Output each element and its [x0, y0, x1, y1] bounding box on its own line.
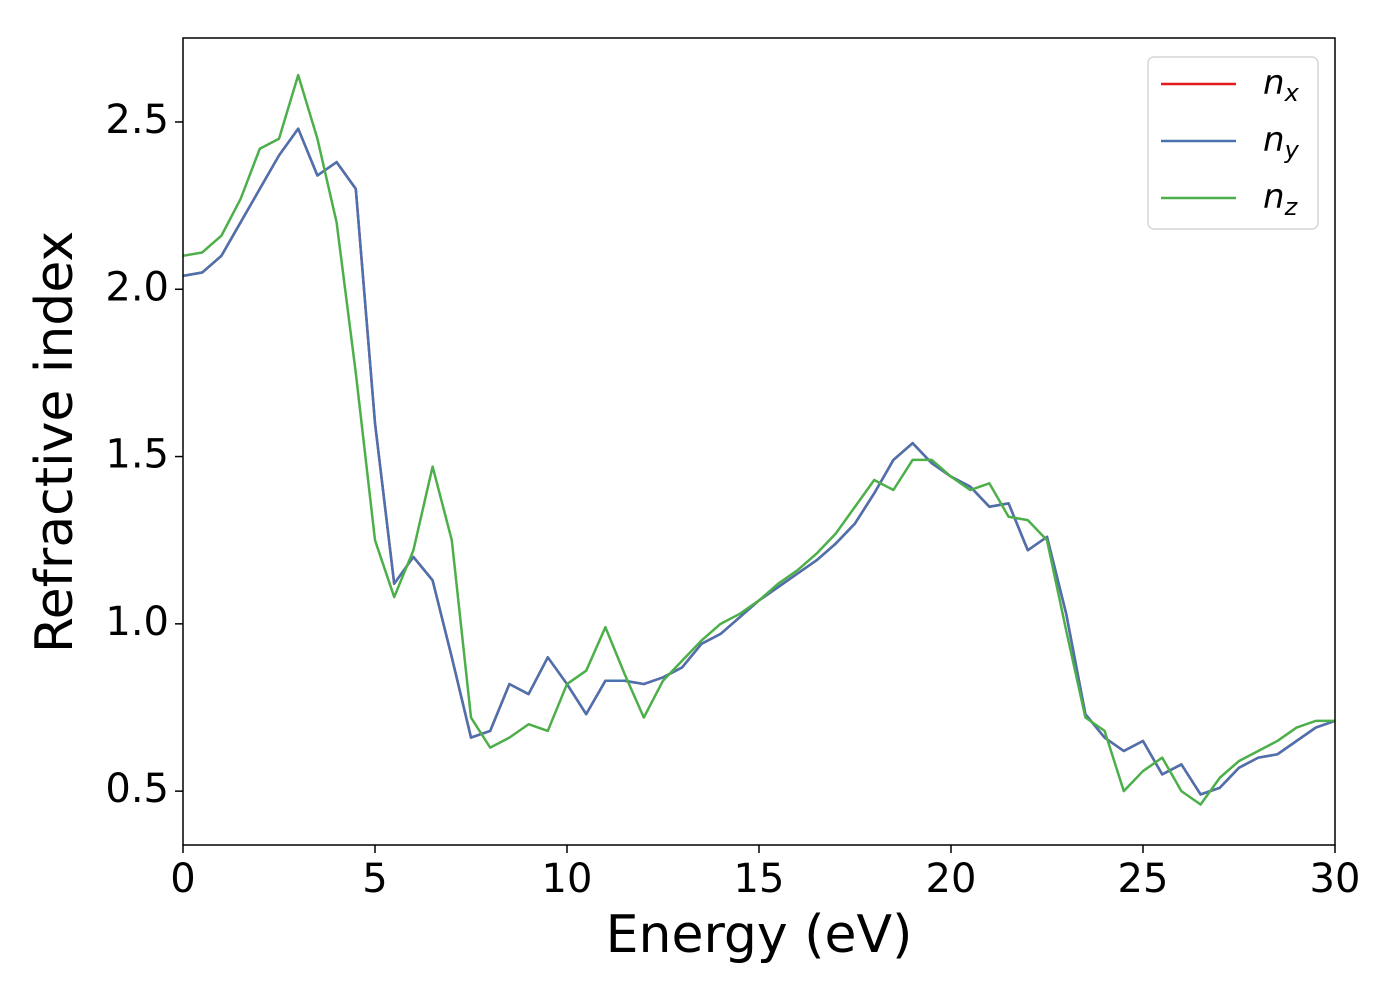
y-axis-label: Refractive index — [25, 231, 85, 653]
y-tick-label: 2.5 — [105, 97, 169, 143]
x-axis-label: Energy (eV) — [606, 905, 913, 965]
x-tick-label: 25 — [1118, 856, 1169, 902]
x-tick-label: 30 — [1310, 856, 1361, 902]
x-tick-label: 15 — [734, 856, 785, 902]
x-tick-label: 10 — [542, 856, 593, 902]
line — [182, 73, 1335, 806]
legend-label: nx — [1263, 63, 1300, 108]
y-tick-label: 1.5 — [105, 432, 169, 478]
x-tick-label: 0 — [170, 856, 195, 902]
y-tick-label: 0.5 — [105, 766, 169, 812]
y-tick-label: 2.0 — [105, 264, 169, 310]
legend-box — [1147, 56, 1319, 230]
legend-label: nz — [1263, 177, 1299, 222]
x-tick-label: 5 — [362, 856, 387, 902]
legend-label: ny — [1263, 120, 1300, 165]
y-tick-label: 1.0 — [105, 599, 169, 645]
x-tick-label: 20 — [926, 856, 977, 902]
plot-frame — [182, 37, 1336, 846]
